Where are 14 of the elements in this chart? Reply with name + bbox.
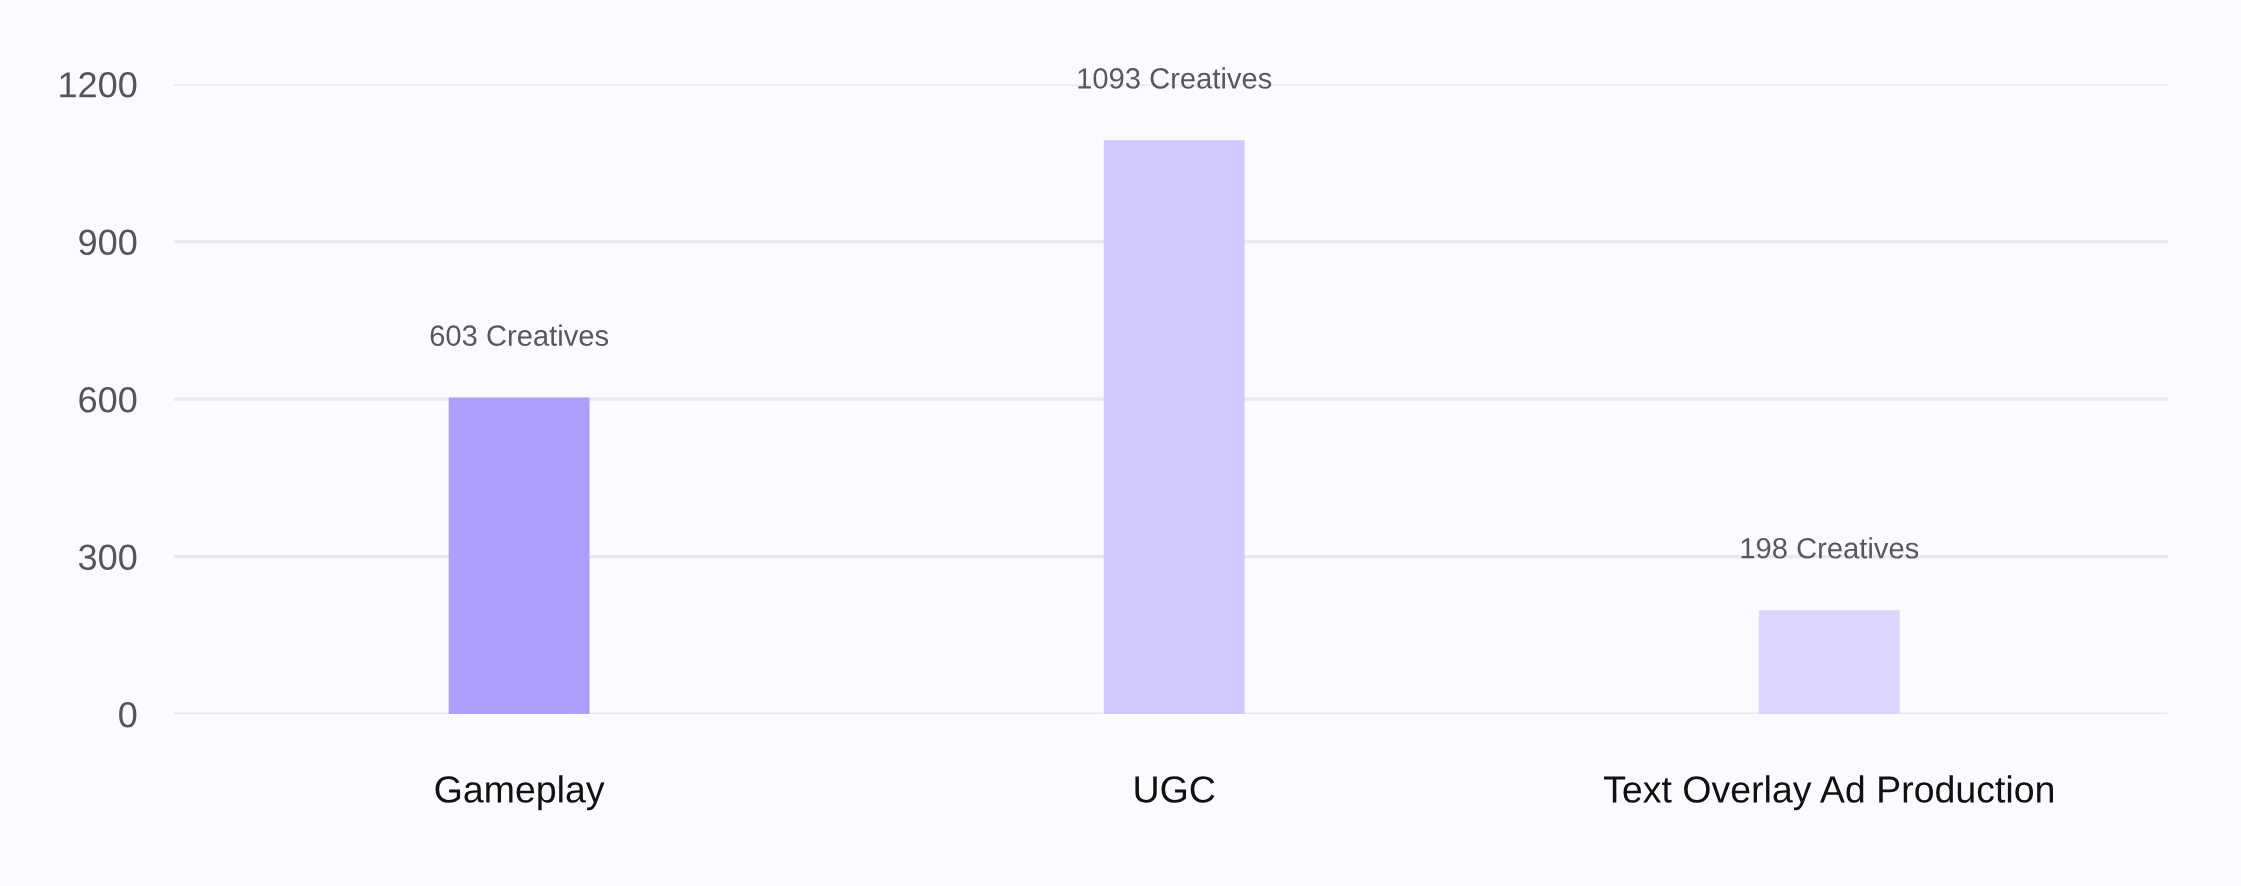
y-tick-label: 600 [79, 387, 137, 413]
y-tick-label: 300 [78, 544, 137, 571]
data-label: 603 Creatives [430, 324, 609, 346]
x-tick-label: Text Overlay Ad Production [1603, 775, 2053, 811]
bar [1103, 140, 1245, 715]
bar [448, 397, 590, 715]
y-tick-label: 0 [119, 701, 137, 728]
data-label: 198 Creatives [1741, 537, 1919, 559]
x-tick-label: UGC [1135, 776, 1215, 803]
data-label: 1093 Creatives [1078, 67, 1272, 89]
x-tick-label: Gameplay [435, 775, 605, 811]
y-tick-label: 900 [79, 229, 137, 256]
bar [1758, 610, 1900, 715]
y-tick-label: 1200 [60, 72, 137, 98]
